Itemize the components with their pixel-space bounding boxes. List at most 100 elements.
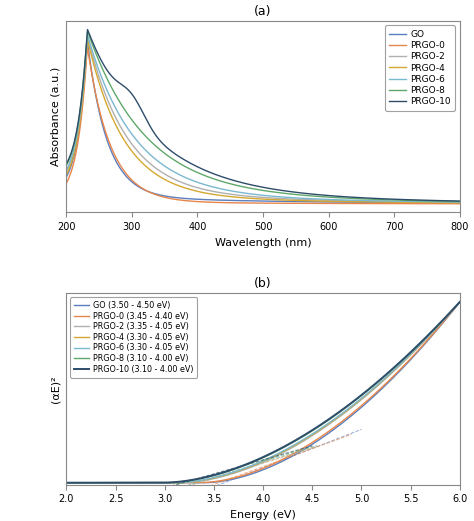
PRGO-0 [363,201,368,207]
PRGO-8 [85,28,91,34]
PRGO-2 [403,199,409,205]
PRGO-2 (3.35 - 4.05 eV) [334,416,339,422]
PRGO-10 (3.10 - 4.00 eV) [377,377,383,383]
PRGO-2 (3.35 - 4.05 eV) [457,299,463,305]
PRGO-8 (3.10 - 4.00 eV) [104,480,109,486]
GO [64,174,69,180]
PRGO-8 (3.10 - 4.00 eV) [334,411,339,417]
PRGO-2 [315,197,320,203]
PRGO-4 (3.30 - 4.05 eV) [334,415,339,421]
PRGO-4 [403,199,409,205]
PRGO-8 [403,197,409,203]
PRGO-0 [403,201,409,207]
PRGO-8 (3.10 - 4.00 eV) [223,469,228,475]
PRGO-4 [64,171,69,178]
GO (3.50 - 4.50 eV) [237,475,243,481]
PRGO-6 (3.30 - 4.05 eV) [64,480,69,486]
PRGO-2 (3.35 - 4.05 eV) [104,480,109,486]
Line: PRGO-8: PRGO-8 [66,31,460,202]
PRGO-10 (3.10 - 4.00 eV) [457,299,463,305]
PRGO-6 [88,44,94,50]
Line: PRGO-2 (3.35 - 4.05 eV): PRGO-2 (3.35 - 4.05 eV) [66,302,460,483]
PRGO-8 (3.10 - 4.00 eV) [370,383,376,389]
PRGO-10 [88,35,94,41]
PRGO-10 [303,190,309,196]
PRGO-4 [363,199,368,205]
GO [363,199,368,205]
X-axis label: Energy (eV): Energy (eV) [230,510,296,520]
PRGO-10 [363,195,368,201]
PRGO-6 (3.30 - 4.05 eV) [457,299,463,305]
GO (3.50 - 4.50 eV) [223,478,228,484]
PRGO-10 [292,189,298,195]
PRGO-0 (3.45 - 4.40 eV) [237,473,243,479]
PRGO-8 [292,191,298,197]
PRGO-2 [303,196,309,203]
Line: PRGO-2: PRGO-2 [66,37,460,202]
PRGO-10 (3.10 - 4.00 eV) [370,382,376,389]
PRGO-10 (3.10 - 4.00 eV) [334,411,339,417]
Line: PRGO-10: PRGO-10 [66,30,460,201]
PRGO-4 (3.30 - 4.05 eV) [377,380,383,386]
PRGO-0 (3.45 - 4.40 eV) [370,392,376,399]
Line: PRGO-4: PRGO-4 [66,40,460,203]
PRGO-8 [303,192,309,199]
PRGO-10 [64,160,69,167]
PRGO-4 (3.30 - 4.05 eV) [237,467,243,474]
Line: PRGO-10 (3.10 - 4.00 eV): PRGO-10 (3.10 - 4.00 eV) [66,302,460,483]
PRGO-6 [64,167,69,173]
PRGO-6 [303,195,309,202]
GO [85,39,91,45]
GO (3.50 - 4.50 eV) [64,480,69,486]
GO (3.50 - 4.50 eV) [104,480,109,486]
PRGO-6 (3.30 - 4.05 eV) [237,467,243,473]
Line: PRGO-6 (3.30 - 4.05 eV): PRGO-6 (3.30 - 4.05 eV) [66,302,460,483]
PRGO-10 [315,192,320,198]
PRGO-0 (3.45 - 4.40 eV) [104,480,109,486]
PRGO-0 (3.45 - 4.40 eV) [457,299,463,305]
GO (3.50 - 4.50 eV) [370,394,376,400]
PRGO-0 (3.45 - 4.40 eV) [377,386,383,392]
PRGO-2 (3.35 - 4.05 eV) [237,468,243,475]
PRGO-0 [64,180,69,187]
PRGO-4 [315,198,320,204]
Line: PRGO-4 (3.30 - 4.05 eV): PRGO-4 (3.30 - 4.05 eV) [66,302,460,483]
PRGO-6 (3.30 - 4.05 eV) [370,386,376,392]
PRGO-4 [303,197,309,204]
PRGO-0 [457,201,463,207]
PRGO-6 [403,199,409,205]
PRGO-4 [88,51,94,57]
PRGO-6 (3.30 - 4.05 eV) [223,472,228,478]
PRGO-4 [85,36,91,43]
PRGO-6 [292,195,298,201]
PRGO-0 [88,66,94,72]
X-axis label: Wavelength (nm): Wavelength (nm) [215,238,311,247]
PRGO-10 [85,27,91,33]
PRGO-4 (3.30 - 4.05 eV) [223,472,228,478]
PRGO-6 [85,32,91,39]
PRGO-4 (3.30 - 4.05 eV) [370,386,376,392]
PRGO-2 (3.35 - 4.05 eV) [377,380,383,387]
PRGO-10 (3.10 - 4.00 eV) [64,480,69,486]
GO [457,200,463,206]
PRGO-10 [457,198,463,204]
PRGO-2 [64,168,69,175]
PRGO-0 [85,45,91,51]
PRGO-2 (3.35 - 4.05 eV) [223,473,228,479]
GO (3.50 - 4.50 eV) [377,387,383,393]
Line: PRGO-8 (3.10 - 4.00 eV): PRGO-8 (3.10 - 4.00 eV) [66,302,460,483]
PRGO-2 (3.35 - 4.05 eV) [64,480,69,486]
PRGO-10 (3.10 - 4.00 eV) [237,464,243,470]
PRGO-6 (3.30 - 4.05 eV) [377,379,383,386]
GO [88,64,94,70]
Line: PRGO-0: PRGO-0 [66,48,460,204]
Legend: GO, PRGO-0, PRGO-2, PRGO-4, PRGO-6, PRGO-8, PRGO-10: GO, PRGO-0, PRGO-2, PRGO-4, PRGO-6, PRGO… [385,26,455,111]
Title: (b): (b) [254,277,272,290]
Legend: GO (3.50 - 4.50 eV), PRGO-0 (3.45 - 4.40 eV), PRGO-2 (3.35 - 4.05 eV), PRGO-4 (3: GO (3.50 - 4.50 eV), PRGO-0 (3.45 - 4.40… [70,297,198,378]
Line: GO: GO [66,42,460,203]
PRGO-8 (3.10 - 4.00 eV) [377,377,383,383]
PRGO-2 (3.35 - 4.05 eV) [370,387,376,393]
PRGO-8 [457,199,463,205]
GO (3.50 - 4.50 eV) [457,299,463,305]
PRGO-8 (3.10 - 4.00 eV) [64,480,69,486]
